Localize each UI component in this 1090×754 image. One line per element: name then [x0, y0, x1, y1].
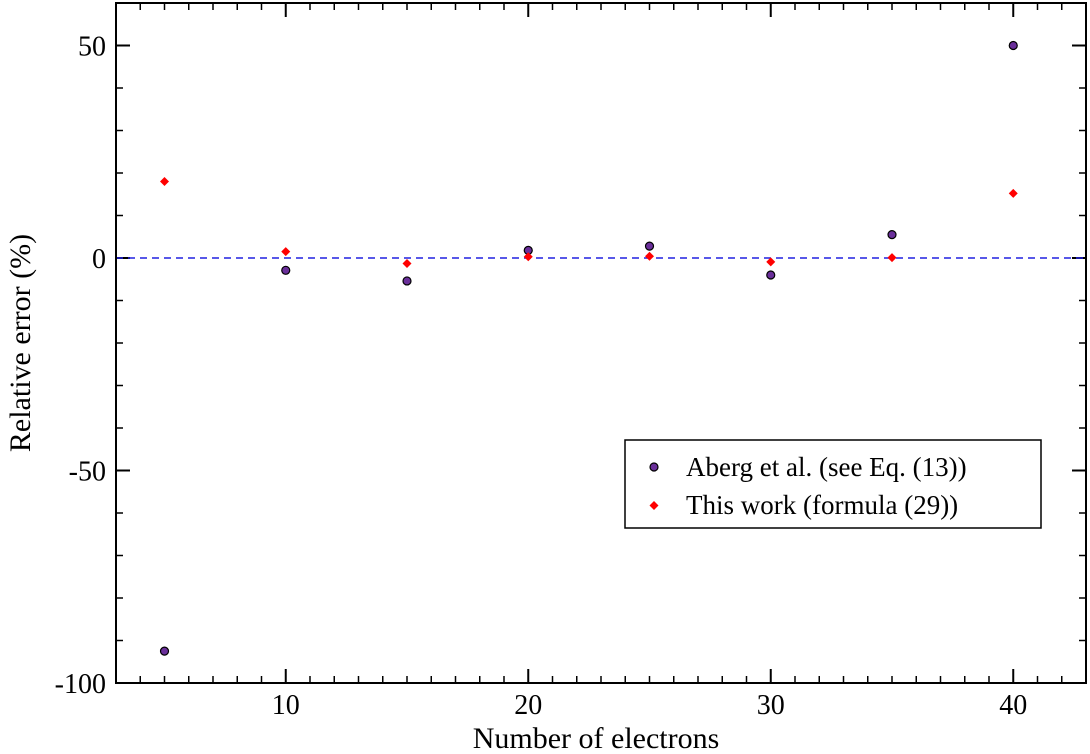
y-tick-label: 50: [78, 32, 106, 63]
y-tick-label: 0: [92, 244, 106, 275]
data-point-aberg: [402, 276, 412, 286]
data-point-aberg: [281, 265, 291, 275]
data-point-aberg: [159, 646, 170, 656]
tick-labels: 10 20 30 40 -100 -50 0 50: [55, 32, 1028, 722]
x-tick-label: 20: [514, 690, 542, 721]
legend-marker-this-work: [649, 501, 659, 510]
legend-label-this-work: This work (formula (29)): [686, 490, 958, 520]
data-point-aberg: [766, 270, 776, 280]
major-ticks: [116, 3, 1086, 684]
data-point-aberg: [1008, 40, 1018, 51]
legend-box: [624, 439, 1042, 529]
plot-frame: [115, 2, 1087, 684]
data-point-this-work: [523, 252, 533, 262]
data-point-this-work: [645, 251, 654, 261]
legend-label-aberg: Aberg et al. (see Eq. (13)): [686, 452, 967, 482]
y-axis-label: Relative error (%): [4, 234, 37, 452]
minor-ticks: [115, 2, 1087, 683]
x-tick-label: 30: [757, 690, 785, 721]
y-tick-label: -100: [55, 669, 106, 700]
y-tick-label: -50: [69, 457, 106, 488]
data-point-this-work: [1008, 188, 1018, 198]
data-points: [159, 40, 1018, 656]
data-point-this-work: [402, 259, 412, 269]
legend-marker-aberg: [649, 462, 659, 472]
legend: Aberg et al. (see Eq. (13)) This work (f…: [624, 439, 1042, 529]
data-point-aberg: [887, 230, 897, 240]
x-axis-label: Number of electrons: [473, 722, 720, 754]
data-point-this-work: [281, 247, 291, 257]
data-point-this-work: [160, 177, 169, 186]
x-tick-label: 10: [272, 690, 300, 721]
x-tick-label: 40: [999, 690, 1027, 721]
data-point-this-work: [766, 257, 776, 267]
data-point-this-work: [887, 253, 897, 263]
data-point-aberg: [644, 241, 655, 251]
